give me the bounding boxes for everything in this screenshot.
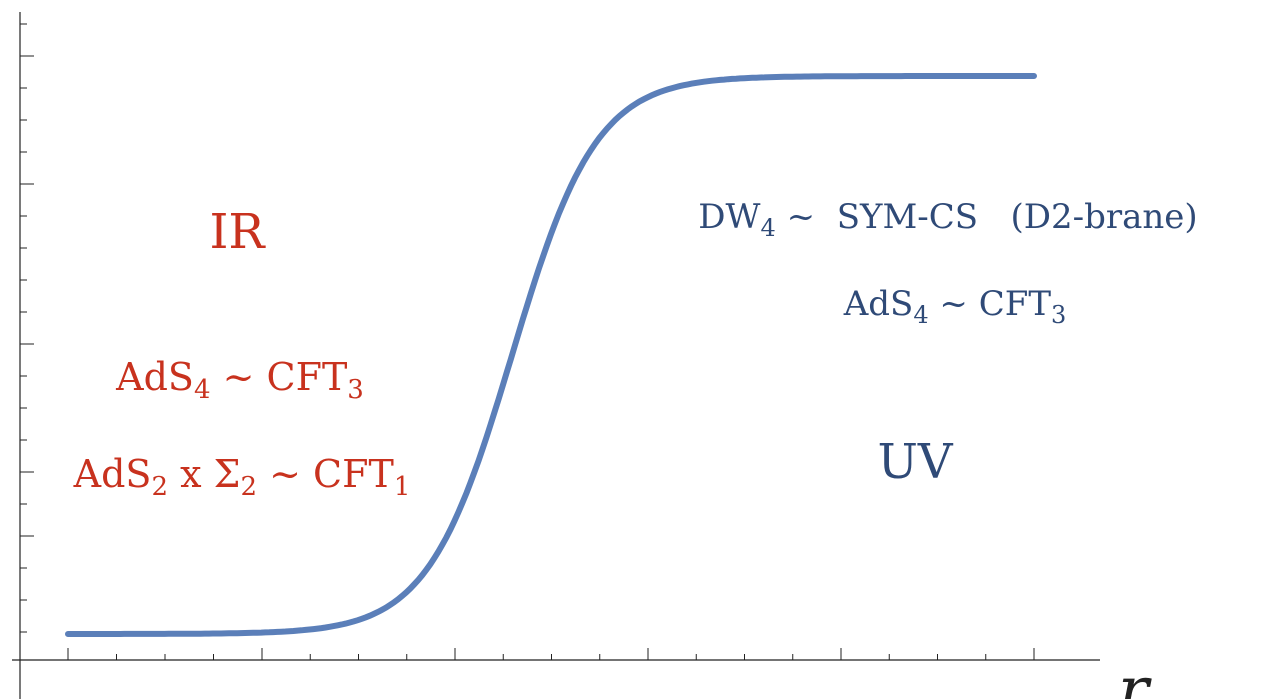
- ir-ads2-sigma2-cft1: AdS2 x Σ2 ~ CFT1: [73, 452, 411, 502]
- ir-ads4-cft3: AdS4 ~ CFT3: [115, 355, 364, 405]
- ir-l2-a-sub: 2: [151, 472, 168, 502]
- ir-l2-b: x Σ: [168, 452, 240, 496]
- uv-region-labels: DW4 ~ SYM-CS (D2-brane) AdS4 ~ CFT3 UV: [698, 197, 1197, 490]
- uv-l1-b: ~ SYM-CS (D2-brane): [776, 197, 1198, 237]
- ir-l1-main: AdS: [115, 355, 194, 399]
- uv-title: UV: [877, 434, 953, 490]
- ir-l1-rest: ~ CFT: [211, 355, 348, 399]
- uv-dw4-sym-cs: DW4 ~ SYM-CS (D2-brane): [698, 197, 1197, 242]
- ir-l2-c-sub: 1: [394, 472, 411, 502]
- uv-l2-a: AdS: [843, 284, 914, 324]
- uv-l2-a-sub: 4: [913, 301, 928, 329]
- uv-ads4-cft3: AdS4 ~ CFT3: [843, 284, 1067, 329]
- uv-l2-b: ~ CFT: [929, 284, 1052, 324]
- axes: [12, 12, 1100, 699]
- x-axis-label: r: [1118, 654, 1152, 699]
- ir-l1-sub2: 3: [347, 375, 364, 405]
- ir-l2-b-sub: 2: [240, 472, 257, 502]
- ir-l2-c: ~ CFT: [257, 452, 394, 496]
- uv-l2-b-sub: 3: [1051, 301, 1066, 329]
- ir-title: IR: [209, 204, 266, 260]
- uv-l1-a-sub: 4: [761, 214, 776, 242]
- x-axis-ticks: [67, 648, 1035, 660]
- flow-curve: [65, 73, 1037, 637]
- ir-l2-a: AdS: [73, 452, 152, 496]
- ir-l1-sub: 4: [194, 375, 211, 405]
- ir-region-labels: IR AdS4 ~ CFT3 AdS2 x Σ2 ~ CFT1: [73, 204, 411, 502]
- y-axis-ticks: [20, 23, 34, 633]
- uv-l1-a: DW: [698, 197, 760, 237]
